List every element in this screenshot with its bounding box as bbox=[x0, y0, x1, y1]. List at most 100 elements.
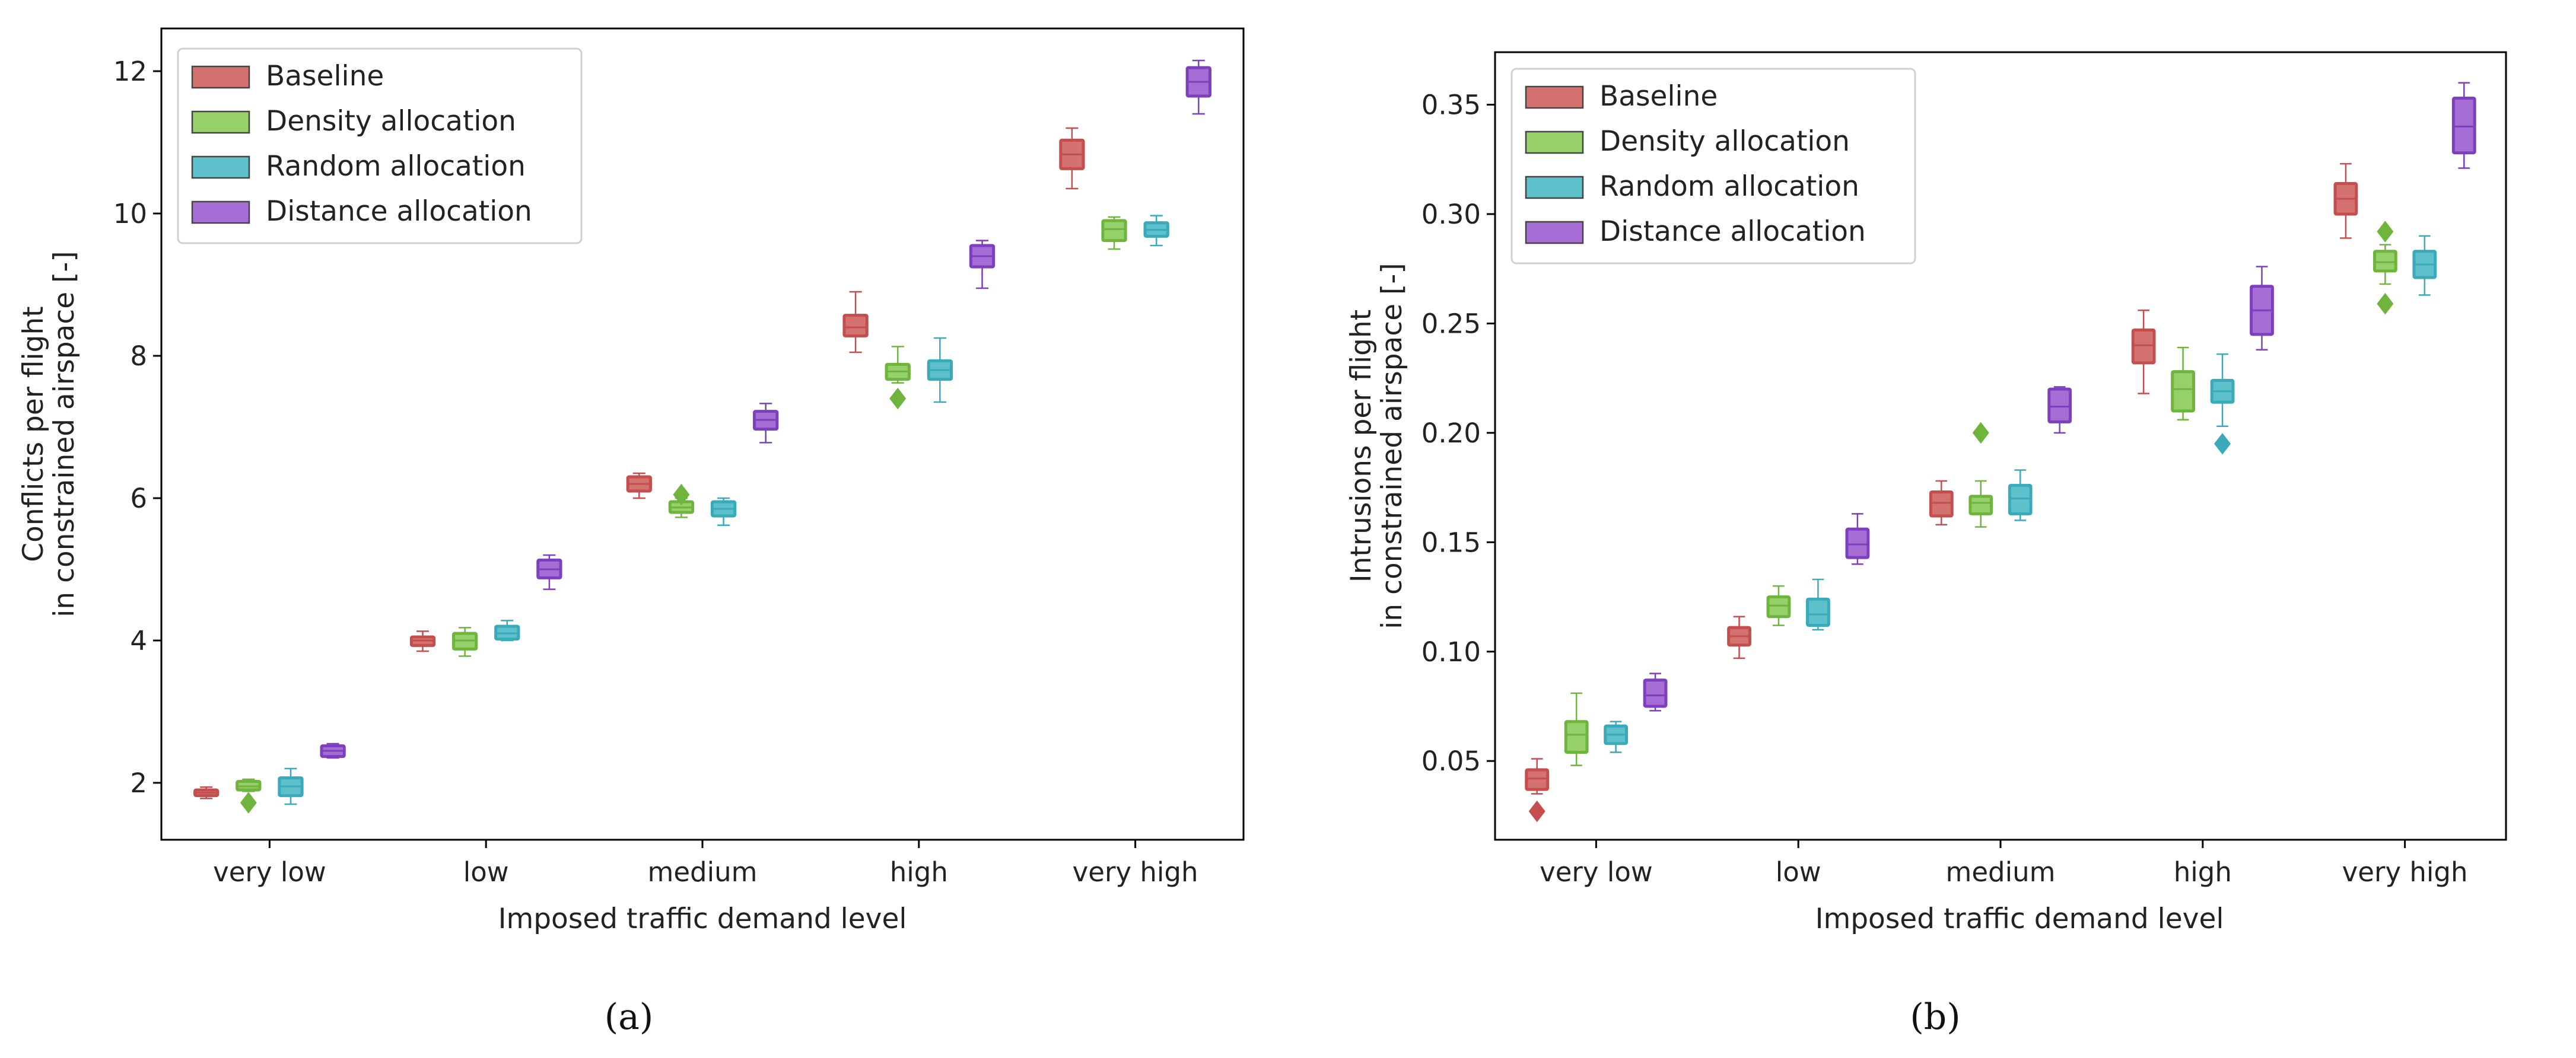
y-tick-label: 0.05 bbox=[1421, 745, 1481, 777]
y-tick-label: 0.10 bbox=[1421, 636, 1481, 668]
x-tick-label: medium bbox=[1946, 856, 2056, 888]
y-tick-label: 0.20 bbox=[1421, 418, 1481, 449]
box-body bbox=[2373, 250, 2397, 273]
legend-swatch-density-allocation bbox=[191, 110, 250, 134]
y-tick-label: 6 bbox=[130, 483, 147, 514]
y-tick-label: 4 bbox=[130, 625, 147, 657]
panel-caption-a: (a) bbox=[605, 996, 654, 1038]
y-tick-label: 0.15 bbox=[1421, 527, 1481, 558]
legend-swatch-distance-allocation bbox=[191, 200, 250, 224]
box-density-allocation bbox=[2171, 346, 2195, 420]
x-tick-label: high bbox=[2174, 856, 2232, 888]
outlier-point bbox=[673, 483, 690, 506]
box-baseline bbox=[626, 472, 652, 499]
x-tick-label: medium bbox=[648, 856, 758, 888]
box-body bbox=[1101, 219, 1127, 243]
x-axis-label-b: Imposed traffic demand level bbox=[1815, 903, 2224, 935]
y-tick-label: 0.25 bbox=[1421, 308, 1481, 339]
box-baseline bbox=[1929, 480, 1954, 526]
box-random-allocation bbox=[1604, 721, 1629, 753]
outlier-point bbox=[240, 792, 257, 814]
y-axis-label-b-line1: Intrusions per flight bbox=[1345, 310, 1378, 582]
box-baseline bbox=[1727, 616, 1751, 659]
y-axis-label-a-line2: in constrained airspace [-] bbox=[48, 251, 81, 617]
y-axis-label-a: Conflicts per flight in constrained airs… bbox=[17, 251, 81, 617]
legend-frame bbox=[1510, 68, 1916, 264]
legend-label-random-allocation: Random allocation bbox=[266, 150, 526, 183]
box-body bbox=[842, 314, 869, 337]
x-tick-label: very low bbox=[213, 856, 326, 888]
box-density-allocation bbox=[1968, 422, 1993, 528]
legend-label-density-allocation: Density allocation bbox=[1599, 125, 1850, 158]
box-body bbox=[1525, 768, 1550, 791]
box-random-allocation bbox=[2210, 353, 2235, 455]
x-tick-label: very low bbox=[1540, 856, 1653, 888]
box-random-allocation bbox=[494, 620, 520, 642]
box-random-allocation bbox=[278, 767, 304, 805]
legend-swatch-density-allocation bbox=[1525, 130, 1584, 154]
legend-swatch-random-allocation bbox=[191, 155, 250, 179]
box-distance-allocation bbox=[1845, 513, 1870, 565]
box-body bbox=[1643, 678, 1668, 708]
legend-swatch-distance-allocation bbox=[1525, 221, 1584, 244]
outlier-point bbox=[2377, 221, 2394, 243]
y-axis-label-a-line1: Conflicts per flight bbox=[17, 306, 50, 562]
y-tick-label: 12 bbox=[113, 56, 147, 87]
box-body bbox=[1564, 720, 1589, 754]
box-distance-allocation bbox=[1643, 673, 1668, 712]
box-baseline bbox=[1525, 758, 1550, 823]
panel-b: 0.05 0.10 0.15 0.20 0.25 0.30 0.35 very low low m… bbox=[1345, 51, 2507, 1038]
box-distance-allocation bbox=[536, 554, 562, 590]
box-body bbox=[1968, 495, 1993, 515]
box-body bbox=[2131, 328, 2156, 365]
panel-caption-b: (b) bbox=[1910, 996, 1960, 1038]
box-density-allocation bbox=[2373, 221, 2397, 315]
legend-swatch-random-allocation bbox=[1525, 176, 1584, 199]
box-random-allocation bbox=[2008, 469, 2033, 521]
box-baseline bbox=[1059, 127, 1085, 190]
legend-b: Baseline Density allocation Random allocat… bbox=[1510, 68, 1916, 264]
box-random-allocation bbox=[2412, 235, 2437, 296]
box-baseline bbox=[842, 291, 869, 353]
y-tick-label: 10 bbox=[113, 198, 147, 230]
x-tick-label: low bbox=[1776, 856, 1821, 888]
box-distance-allocation bbox=[2047, 386, 2072, 434]
legend-swatch-baseline bbox=[191, 65, 250, 89]
box-baseline bbox=[193, 786, 220, 799]
outlier-point bbox=[2377, 293, 2394, 315]
box-body bbox=[2047, 387, 2072, 423]
outlier-point bbox=[2214, 433, 2231, 455]
box-distance-allocation bbox=[753, 403, 779, 444]
box-body bbox=[2171, 370, 2195, 413]
box-body bbox=[2008, 483, 2033, 515]
box-distance-allocation bbox=[969, 240, 996, 289]
box-random-allocation bbox=[927, 337, 953, 403]
y-tick-label: 2 bbox=[130, 767, 147, 799]
legend-frame bbox=[177, 47, 583, 244]
box-density-allocation bbox=[1564, 692, 1589, 766]
box-body bbox=[1766, 595, 1791, 619]
box-density-allocation bbox=[885, 346, 911, 410]
legend-label-baseline: Baseline bbox=[266, 60, 384, 93]
legend-swatch-baseline bbox=[1525, 85, 1584, 109]
box-baseline bbox=[2131, 310, 2156, 394]
x-tick-label: very high bbox=[2342, 856, 2468, 888]
box-distance-allocation bbox=[2250, 266, 2274, 350]
box-random-allocation bbox=[1806, 578, 1830, 631]
box-baseline bbox=[2333, 162, 2358, 239]
box-body bbox=[1929, 490, 1954, 518]
box-body bbox=[1806, 597, 1830, 627]
box-random-allocation bbox=[1143, 215, 1169, 247]
y-tick-label: 0.35 bbox=[1421, 90, 1481, 121]
outlier-point bbox=[1972, 422, 1989, 444]
legend-label-random-allocation: Random allocation bbox=[1599, 170, 1859, 203]
box-body bbox=[2451, 96, 2476, 155]
box-density-allocation bbox=[668, 483, 695, 518]
box-density-allocation bbox=[236, 778, 262, 814]
y-tick-label: 8 bbox=[130, 340, 147, 372]
legend-label-distance-allocation: Distance allocation bbox=[1599, 215, 1866, 248]
legend-label-distance-allocation: Distance allocation bbox=[266, 195, 532, 228]
outlier-point bbox=[1528, 800, 1545, 823]
box-density-allocation bbox=[1101, 216, 1127, 250]
